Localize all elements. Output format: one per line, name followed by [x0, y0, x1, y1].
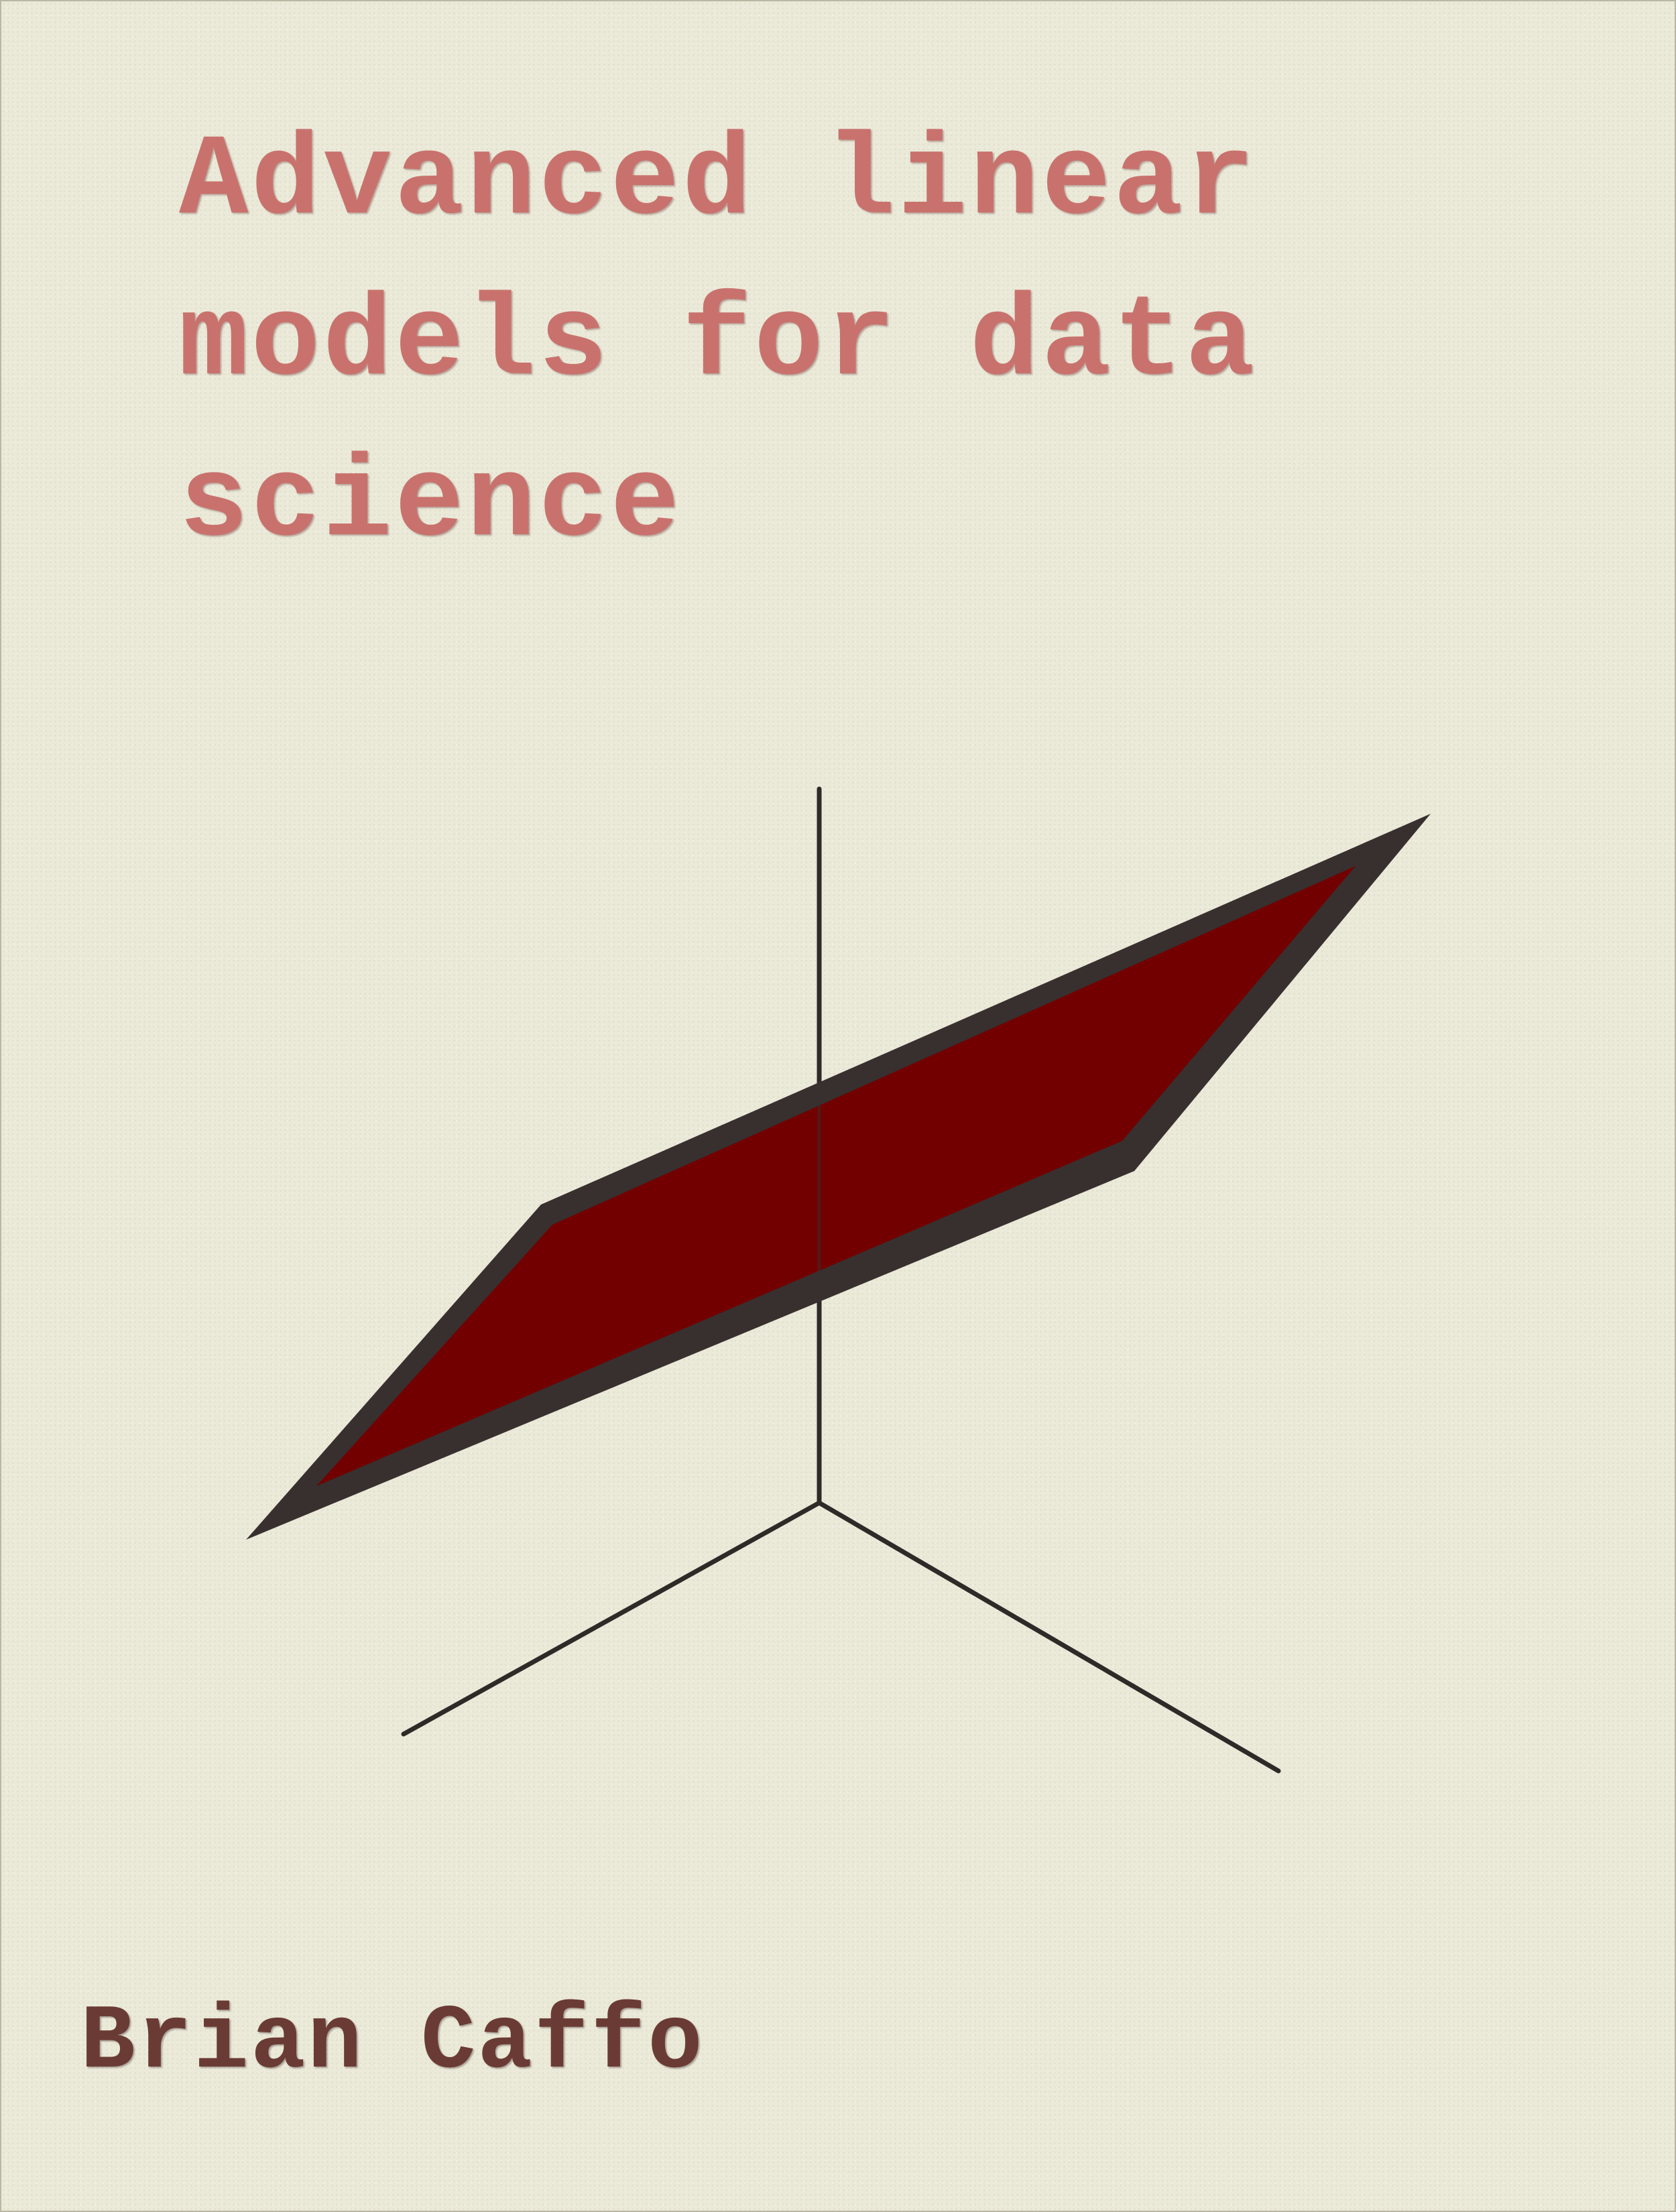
book-author: Brian Caffo: [80, 1991, 705, 2094]
book-title: Advanced linear models for data science: [179, 102, 1520, 585]
book-title-line-1: Advanced linear: [179, 117, 1258, 247]
x-axis-line: [401, 1500, 822, 1737]
regression-plane: [316, 866, 1356, 1486]
y-axis-line: [817, 1500, 1281, 1774]
book-title-line-3: science: [179, 438, 682, 569]
book-title-line-2: models for data: [179, 278, 1258, 408]
